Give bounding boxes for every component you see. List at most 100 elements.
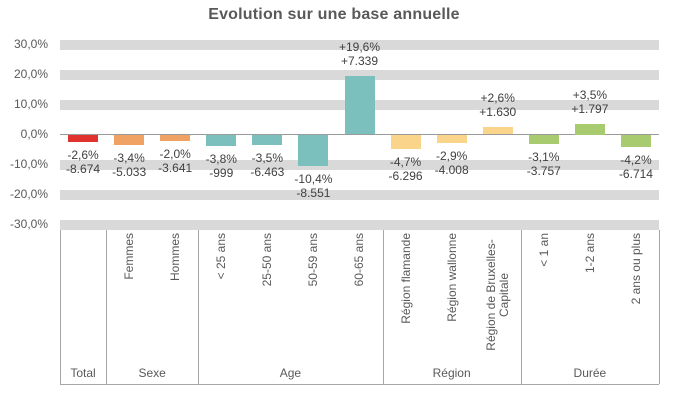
category-label: Région wallonne <box>429 233 475 357</box>
bar-1-2-ans <box>574 124 605 135</box>
data-label-absolute: -999 <box>209 165 234 180</box>
bar-hommes <box>160 134 191 141</box>
category-label: Hommes <box>152 233 198 357</box>
category-label-text: < 1 an <box>536 233 551 267</box>
gridline-band <box>60 189 659 200</box>
bar-r-gion-de-bruxelles-capitale <box>482 126 513 135</box>
data-label-percent: -4,2% <box>620 153 652 168</box>
data-label-percent: -2,0% <box>159 146 191 161</box>
data-label-absolute: +1.797 <box>571 102 609 116</box>
category-label: 25-50 ans <box>244 233 290 357</box>
data-label: -4,2% -6.714 <box>600 153 672 181</box>
category-label: 2 ans ou plus <box>613 233 659 357</box>
category-label: Région flamande <box>383 233 429 357</box>
category-label-text: Région flamande <box>398 233 413 324</box>
data-label-percent: -3,4% <box>113 150 145 165</box>
y-axis-tick-label: -30,0% <box>9 216 48 231</box>
category-label: 60-65 ans <box>336 233 382 357</box>
category-label-text: 25-50 ans <box>259 233 274 287</box>
data-label-absolute: -3.757 <box>526 163 561 178</box>
group-label-r-gion: Région <box>432 366 471 380</box>
data-label-percent: -2,6% <box>67 148 99 163</box>
bar-r-gion-wallonne <box>436 134 467 144</box>
data-label-absolute: -3.641 <box>158 160 193 175</box>
bar--25-ans <box>206 134 237 146</box>
y-axis-tick-label: -10,0% <box>9 156 48 171</box>
data-label: -2,0% -3.641 <box>139 147 211 175</box>
group-label-total: Total <box>70 366 96 380</box>
data-label: -4,7% -6.296 <box>370 155 442 183</box>
bar-25-50-ans <box>252 134 283 145</box>
data-label-percent: -2,9% <box>435 149 468 164</box>
data-label: -3,4% -5.033 <box>93 151 165 179</box>
category-label-text: Hommes <box>167 233 182 282</box>
category-label: Femmes <box>106 233 152 357</box>
category-axis-divider <box>659 229 660 384</box>
category-axis-bottom-line <box>60 384 659 385</box>
category-label-text: 2 ans ou plus <box>628 233 643 305</box>
category-label-text: 60-65 ans <box>351 233 366 287</box>
bar--1-an <box>528 134 559 144</box>
data-label-percent: -3,1% <box>528 149 560 164</box>
data-label-absolute: -8.551 <box>296 185 331 200</box>
data-label-absolute: +1.630 <box>479 104 517 119</box>
x-axis-zero-line <box>60 134 659 135</box>
category-label-text: Femmes <box>121 233 136 280</box>
data-label: +19,6% +7.339 <box>324 40 396 68</box>
data-label: -2,6% -8.674 <box>47 148 119 176</box>
gridline-band <box>60 159 659 170</box>
gridline-band <box>60 219 659 230</box>
y-axis-tick-label: -20,0% <box>9 186 48 201</box>
data-label-percent: -4,7% <box>389 154 422 169</box>
bar-2-ans-ou-plus <box>620 134 651 148</box>
category-label: 50-59 ans <box>290 233 336 357</box>
group-label-age: Age <box>279 366 302 380</box>
category-axis-divider <box>520 229 522 384</box>
data-label-percent: -3,5% <box>251 151 284 165</box>
data-label-absolute: -5.033 <box>112 164 147 179</box>
category-label: < 1 an <box>521 233 567 357</box>
category-label: < 25 ans <box>198 233 244 357</box>
category-axis-divider <box>106 229 108 384</box>
y-axis-tick-label: 0,0% <box>20 126 48 141</box>
gridline-band <box>60 69 659 80</box>
category-axis-divider <box>60 229 61 384</box>
data-label-percent: +2,6% <box>480 90 515 105</box>
data-label-absolute: -4.008 <box>434 163 469 178</box>
group-label-dur-e: Durée <box>573 366 607 380</box>
y-axis-tick-label: 30,0% <box>13 36 48 51</box>
bar-r-gion-flamande <box>390 134 421 149</box>
category-label-text: Région wallonne <box>444 233 459 322</box>
category-label: Région de Bruxelles-Capitale <box>475 233 521 357</box>
category-label-text: < 25 ans <box>213 233 228 280</box>
data-label-absolute: -6.296 <box>388 168 423 183</box>
y-axis-tick-label: 10,0% <box>13 96 48 111</box>
category-label-text: 50-59 ans <box>305 233 320 287</box>
bar-60-65-ans <box>344 75 375 135</box>
bar-50-59-ans <box>298 134 329 166</box>
category-label: 1-2 ans <box>567 233 613 357</box>
group-label-sexe: Sexe <box>138 366 166 380</box>
data-label-absolute: +7.339 <box>340 53 379 68</box>
data-label-percent: +3,5% <box>572 88 608 102</box>
category-label-text: 1-2 ans <box>582 233 597 274</box>
data-label: -3,1% -3.757 <box>508 150 580 178</box>
data-label: +3,5% +1.797 <box>554 88 626 116</box>
data-label: -3,5% -6.463 <box>231 151 303 179</box>
data-label-percent: -10,4% <box>294 171 333 186</box>
data-label: +2,6% +1.630 <box>462 91 534 119</box>
data-label-percent: +19,6% <box>338 39 381 54</box>
chart-title: Evolution sur une base annuelle <box>208 6 460 23</box>
data-label: -2,9% -4.008 <box>416 149 488 177</box>
data-label-absolute: -6.463 <box>250 165 285 179</box>
data-label: -3,8% -999 <box>185 152 257 180</box>
category-axis-divider <box>198 229 200 384</box>
bar-femmes <box>114 134 145 145</box>
gridline-band <box>60 39 659 50</box>
data-label: -10,4% -8.551 <box>277 172 349 200</box>
data-label-absolute: -6.714 <box>618 167 653 182</box>
data-label-percent: -3,8% <box>205 151 237 166</box>
y-axis-tick-label: 20,0% <box>13 66 48 81</box>
data-label-absolute: -8.674 <box>66 162 101 177</box>
